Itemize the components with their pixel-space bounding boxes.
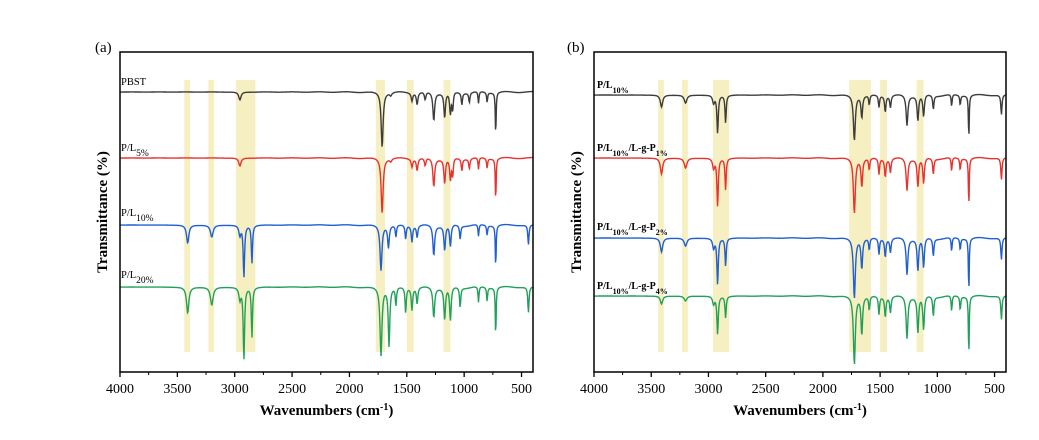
x-tick-label: 2500 (752, 382, 780, 397)
highlight-band (184, 80, 190, 352)
plot-frame (119, 51, 534, 373)
series-label: P/L10% (121, 208, 154, 224)
spectrum-line (120, 156, 534, 213)
series-label: P/L10%/L-g-P4% (597, 281, 668, 296)
series-label: P/L5% (121, 143, 149, 159)
x-tick-label: 2000 (809, 382, 837, 397)
x-tick-label: 3500 (637, 382, 665, 397)
x-tick-label: 4000 (580, 382, 608, 397)
x-tick-label: 1500 (393, 382, 421, 397)
y-axis-title: Transmittance (%) (569, 151, 585, 273)
spectrum-line (594, 156, 1007, 214)
highlight-band (406, 80, 414, 352)
panel-a: (a) PBST P/L5% P/L10% P/L20% 4000 3500 3000 2500… (95, 40, 534, 420)
x-tick-label: 3000 (221, 382, 249, 397)
panel-label: (a) (95, 40, 112, 56)
x-tick-label: 1000 (923, 382, 951, 397)
highlight-band (682, 80, 688, 352)
spectrum-line (120, 285, 534, 360)
spectrum-line (594, 93, 1007, 141)
spectrum-line (120, 90, 534, 147)
x-axis-title: Wavenumbers (cm-1) (260, 402, 394, 420)
x-tick-label: 3500 (163, 382, 191, 397)
series-label: P/L10%/L-g-P2% (597, 222, 668, 237)
highlight-band (208, 80, 215, 352)
plot-frame (593, 51, 1007, 373)
x-tick-label: 500 (511, 382, 532, 397)
spectrum-line (120, 223, 534, 278)
series-label: P/L10%/L-g-P1% (597, 143, 668, 158)
y-axis-title: Transmittance (%) (95, 151, 111, 273)
x-tick-label: 4000 (106, 382, 134, 397)
highlight-band (658, 80, 664, 352)
x-tick-label: 500 (984, 382, 1005, 397)
highlight-band (916, 80, 924, 352)
series-label: P/L10% (597, 80, 629, 95)
highlight-band (443, 80, 451, 352)
panel-label: (b) (567, 40, 585, 56)
series-label: P/L20% (121, 270, 154, 286)
spectrum-line (594, 236, 1007, 299)
x-tick-label: 3000 (694, 382, 722, 397)
highlight-band (375, 80, 386, 352)
x-axis-title: Wavenumbers (cm-1) (733, 402, 867, 420)
panel-b: (b) P/L10% P/L10%/L-g-P1% P/L10%/L-g-P2% P/L… (567, 40, 1007, 420)
x-tick-label: 2000 (335, 382, 363, 397)
spectrum-line (594, 294, 1007, 365)
x-tick-label: 1500 (866, 382, 894, 397)
x-tick-label: 1000 (450, 382, 478, 397)
highlight-band (880, 80, 887, 352)
x-tick-label: 2500 (278, 382, 306, 397)
highlight-band (235, 80, 256, 352)
series-label: PBST (121, 77, 147, 88)
